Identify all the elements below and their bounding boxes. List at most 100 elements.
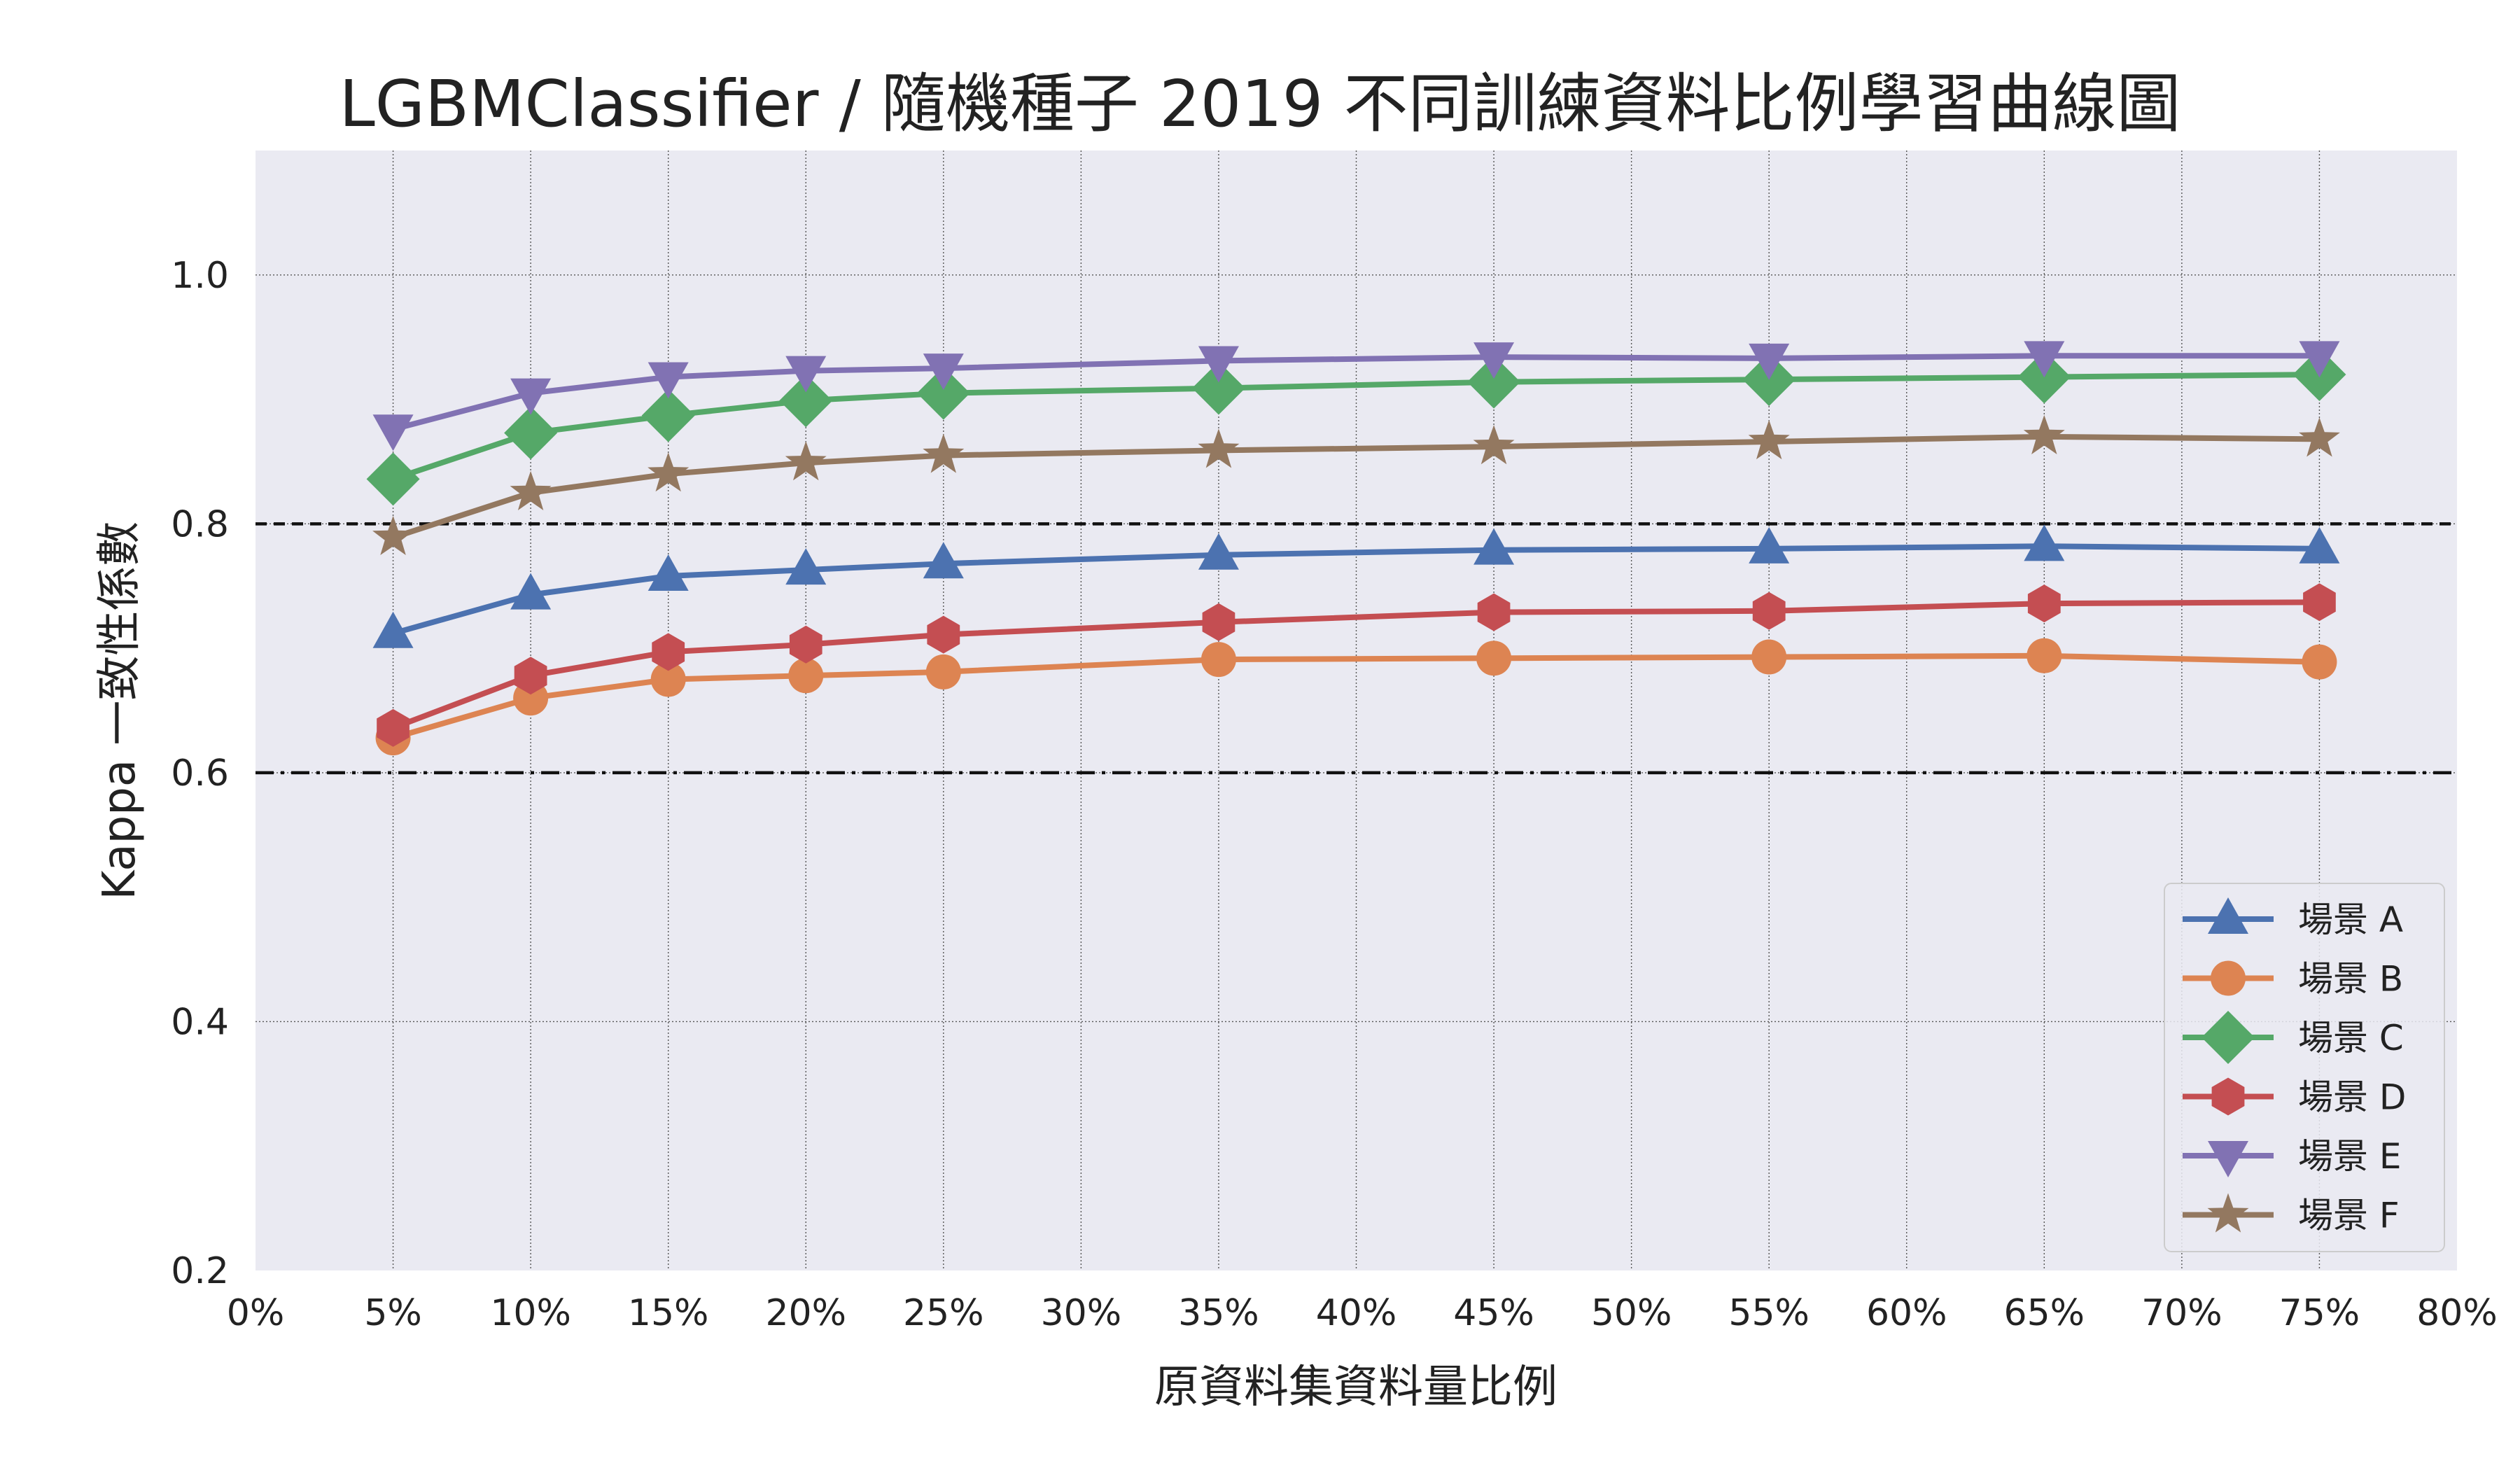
data-point <box>648 452 690 492</box>
data-point <box>789 625 822 664</box>
y-tick-label: 0.2 <box>171 1250 229 1292</box>
series-line <box>390 652 2323 741</box>
legend-marker <box>2207 1193 2249 1233</box>
series-f <box>372 414 2340 555</box>
x-tick-label: 20% <box>765 1292 846 1334</box>
data-point <box>648 362 689 399</box>
data-point <box>785 356 827 393</box>
data-point <box>1749 343 1790 380</box>
legend-label: 場景 F <box>2298 1196 2400 1236</box>
chart-title: LGBMClassifier / 隨機種子 2019 不同訓練資料比例學習曲線圖 <box>339 66 2180 141</box>
data-point <box>1200 642 1236 678</box>
data-point <box>785 548 827 585</box>
legend-item: 場景 C <box>2183 1011 2404 1064</box>
x-tick-label: 5% <box>364 1292 422 1334</box>
data-point <box>510 378 552 415</box>
legend-marker <box>2211 960 2246 996</box>
x-tick-label: 50% <box>1591 1292 1672 1334</box>
data-point <box>1752 592 1786 630</box>
data-point <box>372 414 414 451</box>
x-tick-label: 75% <box>2279 1292 2360 1334</box>
y-tick-label: 0.8 <box>171 503 229 545</box>
series-line <box>390 543 2323 636</box>
data-point <box>1191 361 1245 415</box>
data-point <box>2027 584 2061 623</box>
x-tick-label: 35% <box>1178 1292 1259 1334</box>
data-point <box>504 406 558 460</box>
legend-marker <box>2211 1077 2245 1116</box>
x-tick-label: 10% <box>490 1292 571 1334</box>
legend-marker <box>2202 1011 2255 1064</box>
data-point <box>372 515 414 555</box>
data-point <box>1749 526 1790 564</box>
series-a <box>372 524 2340 648</box>
data-point <box>2302 644 2337 680</box>
data-point <box>1476 640 1512 676</box>
data-point <box>2023 414 2065 454</box>
x-tick-label: 40% <box>1316 1292 1397 1334</box>
data-point <box>514 657 547 695</box>
x-tick-label: 45% <box>1453 1292 1534 1334</box>
legend-label: 場景 C <box>2298 1018 2404 1058</box>
data-point <box>923 542 964 579</box>
series-line <box>390 353 2323 433</box>
data-point <box>1477 593 1511 631</box>
legend-item: 場景 A <box>2183 897 2403 940</box>
x-tick-label: 15% <box>628 1292 709 1334</box>
x-tick-label: 65% <box>2004 1292 2085 1334</box>
data-point <box>377 708 410 747</box>
legend-item: 場景 B <box>2183 959 2403 1000</box>
data-point <box>1202 603 1236 641</box>
series-line <box>390 372 2323 482</box>
data-point <box>923 433 965 473</box>
data-point <box>372 611 414 648</box>
series-group <box>366 341 2346 756</box>
y-tick-label: 0.4 <box>171 1001 229 1043</box>
legend-item: 場景 F <box>2183 1193 2400 1236</box>
legend-item: 場景 E <box>2183 1136 2402 1177</box>
data-point <box>2299 526 2340 564</box>
data-point <box>510 573 552 610</box>
data-point <box>923 354 964 391</box>
legend-label: 場景 D <box>2298 1077 2406 1118</box>
data-point <box>1474 342 1515 379</box>
data-point <box>1467 355 1521 409</box>
data-point <box>925 654 961 690</box>
data-point <box>641 388 695 442</box>
x-axis-label: 原資料集資料量比例 <box>1154 1362 1558 1413</box>
data-point <box>1198 533 1239 570</box>
data-point <box>2024 524 2065 561</box>
y-axis-label: Kappa 一致性係數 <box>94 522 146 900</box>
legend-label: 場景 A <box>2298 899 2403 940</box>
data-point <box>1473 425 1515 465</box>
data-point <box>2024 341 2065 378</box>
data-point <box>788 658 824 694</box>
data-point <box>1751 639 1787 675</box>
data-point <box>927 615 960 654</box>
legend-marker <box>2208 1141 2248 1177</box>
data-point <box>916 366 970 420</box>
reference-lines <box>255 522 2457 775</box>
x-tick-label: 70% <box>2141 1292 2222 1334</box>
data-point <box>785 441 827 481</box>
data-point <box>1748 420 1790 460</box>
x-tick-label: 30% <box>1041 1292 1122 1334</box>
data-point <box>650 662 686 697</box>
y-tick-label: 0.6 <box>171 752 229 794</box>
data-point <box>652 633 685 671</box>
legend-item: 場景 D <box>2183 1077 2406 1118</box>
y-tick-label: 1.0 <box>171 255 229 297</box>
data-point <box>2299 417 2340 457</box>
tick-labels: 0% 5% 10% 15% 20% 25% 30% 35% 40% 45% 50% 55% 60% 65%… <box>171 255 2497 1334</box>
legend-marker <box>2208 897 2248 934</box>
series-line <box>390 599 2323 731</box>
legend-label: 場景 E <box>2298 1136 2402 1177</box>
x-tick-label: 25% <box>903 1292 984 1334</box>
data-point <box>1198 428 1240 468</box>
data-point <box>2299 341 2340 378</box>
data-point <box>648 554 689 591</box>
series-line <box>390 433 2323 540</box>
x-tick-label: 60% <box>1866 1292 1947 1334</box>
data-point <box>510 470 552 510</box>
